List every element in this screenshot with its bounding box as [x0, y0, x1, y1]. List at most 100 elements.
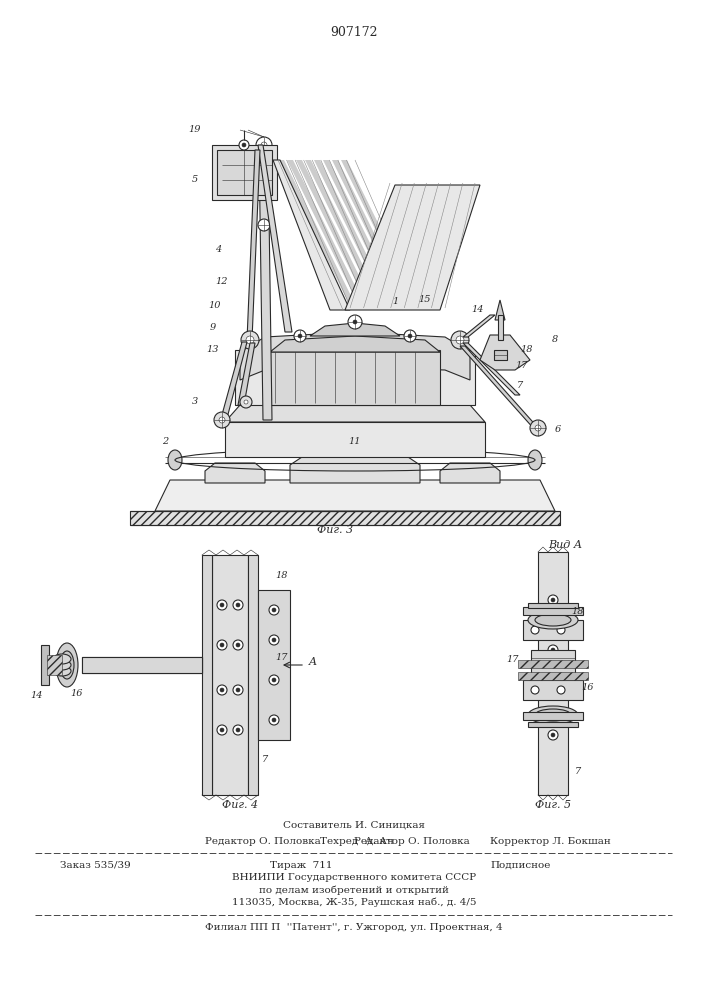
Circle shape: [531, 686, 539, 694]
Polygon shape: [155, 480, 555, 511]
Bar: [498, 315, 503, 340]
Bar: [518, 672, 588, 680]
Bar: [41, 645, 49, 685]
Text: Фиг. 3: Фиг. 3: [317, 525, 353, 535]
Ellipse shape: [56, 643, 78, 687]
Circle shape: [548, 595, 558, 605]
Polygon shape: [225, 405, 485, 422]
Circle shape: [236, 643, 240, 647]
Circle shape: [535, 425, 541, 431]
Circle shape: [256, 137, 272, 153]
Text: 11: 11: [349, 438, 361, 446]
Text: 7: 7: [517, 380, 523, 389]
Ellipse shape: [53, 660, 71, 670]
Ellipse shape: [528, 450, 542, 470]
Polygon shape: [323, 160, 403, 310]
Text: Фиг. 5: Фиг. 5: [535, 800, 571, 810]
Circle shape: [353, 320, 357, 324]
Circle shape: [557, 626, 565, 634]
Ellipse shape: [528, 611, 578, 629]
Text: 6: 6: [555, 426, 561, 434]
Circle shape: [233, 685, 243, 695]
Circle shape: [219, 417, 225, 423]
Circle shape: [217, 725, 227, 735]
Polygon shape: [345, 185, 480, 310]
Bar: [538, 552, 568, 795]
Circle shape: [258, 219, 270, 231]
Text: Редактор О. Половка: Редактор О. Половка: [205, 836, 321, 846]
Circle shape: [404, 330, 416, 342]
Text: 16: 16: [71, 688, 83, 698]
Circle shape: [214, 412, 230, 428]
Circle shape: [240, 396, 252, 408]
Polygon shape: [273, 160, 350, 310]
Circle shape: [408, 334, 412, 338]
Circle shape: [548, 645, 558, 655]
Circle shape: [456, 336, 464, 344]
Polygon shape: [270, 336, 440, 352]
Polygon shape: [296, 160, 376, 310]
Polygon shape: [205, 463, 265, 483]
Polygon shape: [305, 160, 385, 310]
Text: 14: 14: [472, 306, 484, 314]
Circle shape: [217, 640, 227, 650]
Bar: [518, 660, 588, 668]
Polygon shape: [247, 150, 260, 340]
Circle shape: [348, 315, 362, 329]
Circle shape: [269, 675, 279, 685]
Ellipse shape: [53, 654, 71, 664]
Ellipse shape: [53, 666, 71, 676]
Bar: [531, 650, 575, 675]
Circle shape: [272, 638, 276, 642]
Circle shape: [236, 728, 240, 732]
Bar: [130, 511, 560, 525]
Polygon shape: [440, 463, 500, 483]
Polygon shape: [495, 300, 505, 320]
Bar: [528, 603, 578, 608]
Bar: [225, 422, 485, 457]
Ellipse shape: [535, 614, 571, 626]
Text: Подписное: Подписное: [490, 860, 550, 869]
Circle shape: [551, 693, 555, 697]
Circle shape: [451, 331, 469, 349]
Text: 16: 16: [582, 684, 595, 692]
Circle shape: [548, 730, 558, 740]
Circle shape: [551, 733, 555, 737]
Polygon shape: [463, 315, 495, 337]
Bar: [47, 655, 62, 675]
Text: 1: 1: [392, 298, 398, 306]
Polygon shape: [463, 343, 520, 395]
Polygon shape: [314, 160, 394, 310]
Ellipse shape: [60, 651, 74, 679]
Circle shape: [298, 334, 302, 338]
Text: Редактор О. Половка: Редактор О. Половка: [354, 836, 469, 846]
Text: 18: 18: [572, 607, 584, 616]
Text: 14: 14: [30, 690, 43, 700]
Circle shape: [294, 330, 306, 342]
Bar: [523, 712, 583, 720]
Text: 7: 7: [262, 756, 268, 764]
Circle shape: [246, 336, 254, 344]
Bar: [217, 150, 272, 195]
Text: Техред  А. Ач: Техред А. Ач: [320, 836, 394, 846]
Text: Корректор Л. Бокшан: Корректор Л. Бокшан: [490, 836, 611, 846]
Polygon shape: [220, 342, 247, 422]
Circle shape: [220, 728, 224, 732]
Bar: [523, 680, 583, 700]
Polygon shape: [259, 145, 272, 420]
Text: по делам изобретений и открытий: по делам изобретений и открытий: [259, 885, 449, 895]
Circle shape: [261, 142, 267, 148]
Circle shape: [217, 600, 227, 610]
Bar: [523, 620, 583, 640]
Bar: [270, 350, 440, 405]
Circle shape: [233, 725, 243, 735]
Bar: [235, 350, 475, 405]
Text: Составитель И. Синицкая: Составитель И. Синицкая: [283, 820, 425, 830]
Text: 19: 19: [189, 125, 201, 134]
Text: 3: 3: [192, 397, 198, 406]
Circle shape: [531, 626, 539, 634]
Text: Вид А: Вид А: [548, 540, 582, 550]
Text: ВНИИПИ Государственного комитета СССР: ВНИИПИ Государственного комитета СССР: [232, 874, 476, 882]
Text: 18: 18: [521, 346, 533, 355]
Polygon shape: [287, 160, 367, 310]
